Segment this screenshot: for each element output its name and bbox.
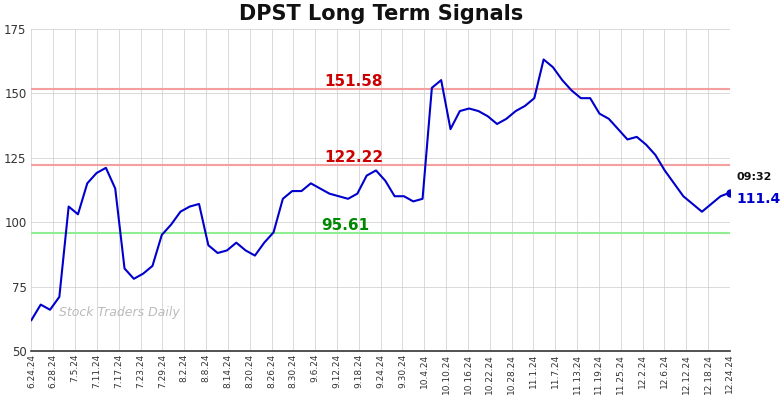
Text: 09:32: 09:32 xyxy=(736,172,771,182)
Title: DPST Long Term Signals: DPST Long Term Signals xyxy=(238,4,523,24)
Text: 151.58: 151.58 xyxy=(325,74,383,89)
Text: 95.61: 95.61 xyxy=(321,219,369,233)
Text: Stock Traders Daily: Stock Traders Daily xyxy=(60,306,180,319)
Text: 111.4: 111.4 xyxy=(736,192,781,206)
Text: 122.22: 122.22 xyxy=(325,150,384,165)
